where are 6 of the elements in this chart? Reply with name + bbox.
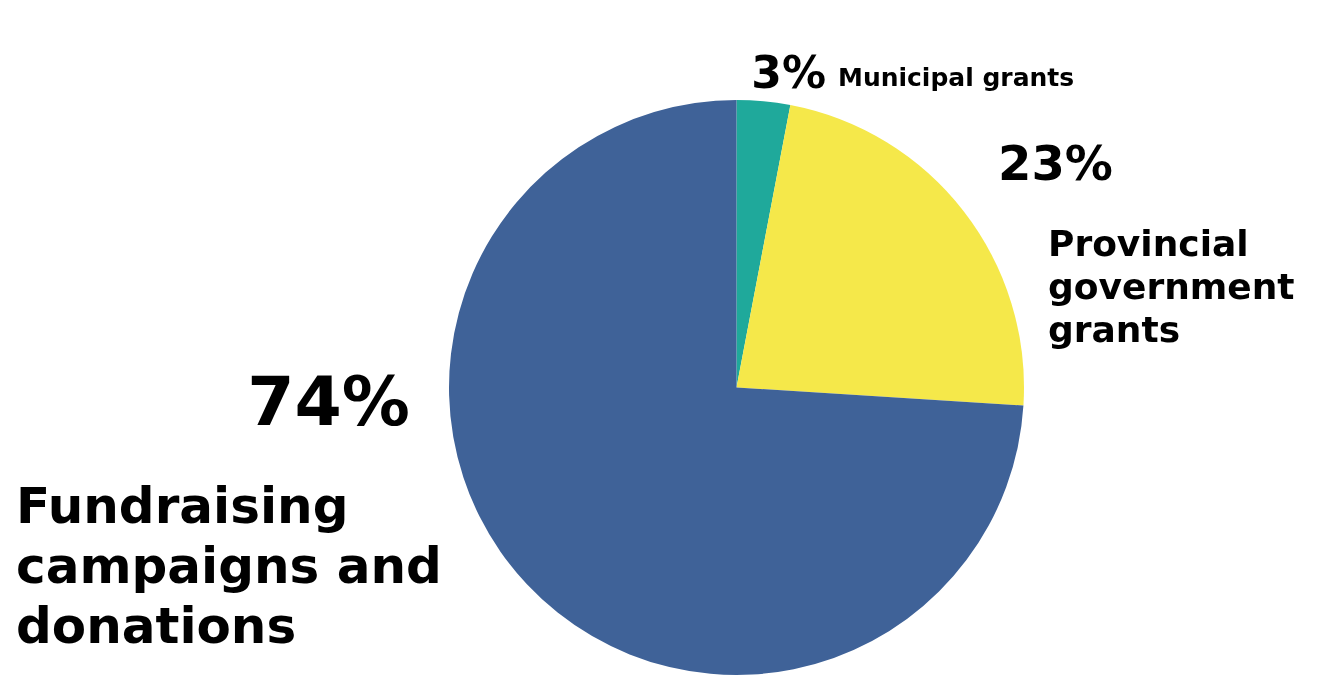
data-label: 74% xyxy=(247,362,410,441)
data-label: 3% xyxy=(751,47,826,98)
data-label: 23% xyxy=(998,135,1113,191)
slice-label: Fundraising campaigns and donations xyxy=(16,477,442,655)
slice-label: Municipal grants xyxy=(838,63,1075,92)
slice-label: Provincial government grants xyxy=(1048,223,1295,350)
